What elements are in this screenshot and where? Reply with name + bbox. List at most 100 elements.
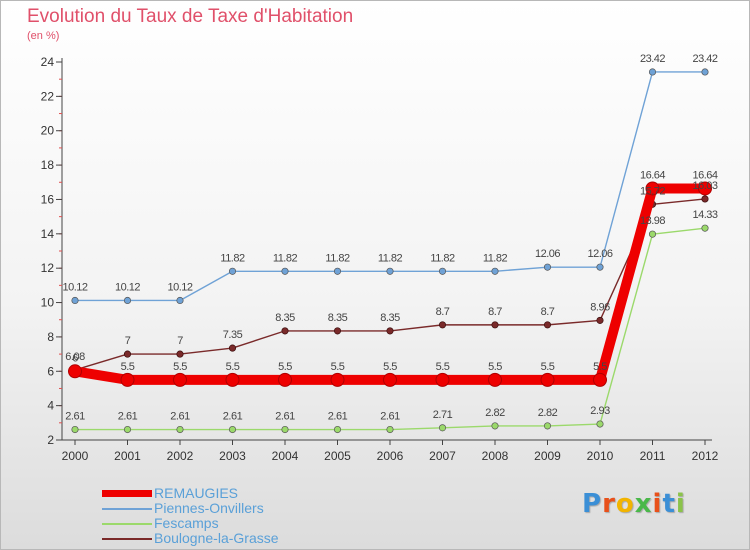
point-piennes-onvillers [491, 267, 499, 275]
legend-swatch-boulogne-la-grasse [102, 538, 152, 540]
logo-letter: P [582, 489, 603, 519]
logo-letter: i [675, 489, 686, 519]
proxiti-logo: Proxiti [582, 489, 686, 519]
data-label-remaugies: 16.64 [640, 169, 665, 181]
point-piennes-onvillers [228, 267, 237, 275]
point-fescamps [596, 420, 604, 428]
point-fescamps [176, 425, 184, 434]
point-boulogne-la-grasse [228, 344, 237, 352]
point-fescamps [543, 422, 552, 430]
point-fescamps [333, 425, 342, 434]
data-label-boulogne-la-grasse: 8.7 [488, 306, 502, 318]
data-label-remaugies: 5.5 [331, 361, 345, 373]
data-label-boulogne-la-grasse: 8.7 [541, 306, 555, 318]
point-boulogne-la-grasse [386, 327, 394, 335]
data-label-piennes-onvillers: 11.82 [220, 252, 245, 264]
data-label-fescamps: 2.71 [433, 409, 453, 421]
data-label-remaugies: 16.64 [692, 169, 717, 181]
point-remaugies [435, 372, 450, 387]
x-tick-label: 2002 [167, 449, 194, 463]
point-fescamps [228, 425, 237, 434]
x-tick-label: 2005 [324, 449, 351, 463]
data-label-remaugies: 5.5 [383, 361, 397, 373]
data-label-remaugies: 5.5 [278, 361, 292, 373]
chart-unit: (en %) [27, 30, 60, 42]
point-fescamps [491, 422, 499, 430]
data-label-boulogne-la-grasse: 6.08 [65, 351, 85, 363]
data-label-remaugies: 5.5 [226, 361, 240, 373]
logo-letter: i [652, 489, 663, 519]
data-label-remaugies: 5.5 [173, 361, 187, 373]
point-boulogne-la-grasse [491, 321, 499, 329]
data-labels: 10.12 10.12 10.12 11.82 11.82 11.82 11.82 11.82… [62, 53, 718, 423]
y-tick-label: 24 [41, 55, 55, 69]
data-label-piennes-onvillers: 12.06 [587, 248, 612, 260]
point-boulogne-la-grasse [123, 350, 132, 358]
data-label-remaugies: 5.5 [541, 361, 555, 373]
x-tick-label: 2007 [429, 449, 456, 463]
point-boulogne-la-grasse [333, 327, 342, 335]
legend-label-fescamps: Fescamps [154, 515, 219, 531]
point-boulogne-la-grasse [176, 350, 184, 358]
data-label-fescamps: 2.61 [65, 411, 85, 423]
x-tick-label: 2001 [114, 449, 141, 463]
data-label-fescamps: 2.61 [223, 411, 243, 423]
data-label-fescamps: 2.61 [380, 411, 400, 423]
y-tick-label: 6 [47, 364, 54, 378]
point-remaugies [698, 181, 712, 196]
series-layer [68, 68, 712, 434]
legend-swatch-piennes-onvillers [102, 508, 152, 510]
data-label-piennes-onvillers: 10.12 [62, 281, 87, 293]
data-label-fescamps: 2.93 [590, 405, 610, 417]
data-label-fescamps: 2.61 [118, 411, 138, 423]
point-fescamps [281, 425, 289, 434]
data-label-boulogne-la-grasse: 8.35 [380, 312, 400, 324]
x-tick-label: 2011 [640, 449, 666, 463]
x-tick-label: 2008 [482, 449, 509, 463]
data-label-fescamps: 14.33 [692, 209, 717, 221]
data-label-piennes-onvillers: 23.42 [692, 53, 717, 65]
data-label-boulogne-la-grasse: 8.7 [436, 306, 450, 318]
logo-letter: o [615, 489, 635, 519]
point-remaugies [225, 372, 240, 387]
point-boulogne-la-grasse [281, 327, 289, 335]
data-label-boulogne-la-grasse: 8.35 [328, 312, 348, 324]
y-tick-label: 18 [41, 158, 55, 172]
point-fescamps [648, 230, 657, 238]
y-tick-label: 2 [47, 433, 54, 447]
data-label-fescamps: 13.98 [640, 215, 665, 227]
data-label-piennes-onvillers: 12.06 [535, 248, 560, 260]
data-label-fescamps: 2.61 [275, 411, 295, 423]
data-label-piennes-onvillers: 11.82 [378, 252, 403, 264]
point-remaugies [645, 181, 660, 196]
x-tick-label: 2010 [587, 449, 614, 463]
data-label-piennes-onvillers: 11.82 [483, 252, 508, 264]
y-tick-label: 20 [41, 124, 55, 138]
data-label-boulogne-la-grasse: 8.35 [275, 312, 295, 324]
point-remaugies [488, 372, 502, 387]
point-boulogne-la-grasse [701, 195, 709, 203]
point-piennes-onvillers [386, 267, 394, 275]
point-remaugies [278, 372, 292, 387]
data-label-boulogne-la-grasse: 8.96 [590, 301, 610, 313]
x-tick-label: 2003 [219, 449, 246, 463]
y-tick-label: 10 [41, 296, 55, 310]
point-boulogne-la-grasse [543, 321, 552, 329]
point-piennes-onvillers [648, 68, 657, 76]
data-label-piennes-onvillers: 11.82 [430, 252, 455, 264]
point-fescamps [123, 425, 132, 434]
logo-letter: r [602, 489, 616, 519]
x-tick-label: 2004 [272, 449, 299, 463]
point-remaugies [540, 372, 555, 387]
x-tick-label: 2012 [692, 449, 719, 463]
point-fescamps [386, 425, 394, 434]
point-piennes-onvillers [71, 296, 79, 305]
point-remaugies [68, 364, 82, 379]
point-fescamps [438, 424, 447, 432]
point-remaugies [383, 372, 397, 387]
data-label-boulogne-la-grasse: 7 [125, 335, 131, 347]
data-label-remaugies: 5.5 [436, 361, 450, 373]
y-tick-label: 22 [41, 89, 55, 103]
